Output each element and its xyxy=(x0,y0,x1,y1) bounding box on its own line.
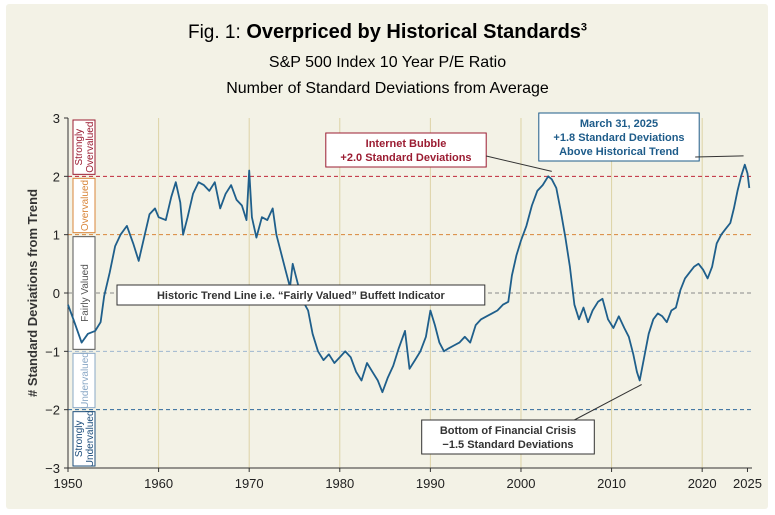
annotation-trend-line-text: Historic Trend Line i.e. “Fairly Valued”… xyxy=(157,290,446,302)
band-box-3 xyxy=(72,352,96,409)
title-text: Overpriced by Historical Standards xyxy=(246,21,581,43)
annotation-trend-line-box xyxy=(116,284,486,306)
x-tick-label: 2010 xyxy=(597,476,626,491)
annotation-march-2025-box xyxy=(538,112,700,162)
annotation-march-2025-text: +1.8 Standard Deviations xyxy=(553,132,684,144)
band-box-0 xyxy=(72,119,96,175)
band-label: StronglyUndervalued xyxy=(74,410,96,467)
title-footnote: 3 xyxy=(580,21,588,34)
y-tick-label: −1 xyxy=(45,344,60,359)
chart-subtitle-2: Number of Standard Deviations from Avera… xyxy=(226,80,549,97)
x-tick-label: 1990 xyxy=(416,476,445,491)
annotation-financial-crisis-text: Bottom of Financial Crisis xyxy=(440,425,576,437)
x-tick-label: 1980 xyxy=(325,476,354,491)
annotation-internet-bubble-box xyxy=(325,132,487,168)
x-tick-label: 1950 xyxy=(54,476,83,491)
annotation-internet-bubble-text: +2.0 Standard Deviations xyxy=(340,152,471,164)
x-tick-label: 2000 xyxy=(507,476,536,491)
annotation-internet-bubble-text: Internet Bubble xyxy=(366,138,447,150)
y-tick-label: 1 xyxy=(53,228,60,243)
band-label: Fairly Valued xyxy=(80,264,91,322)
x-tick-label: 1970 xyxy=(235,476,264,491)
band-label: Overvalued xyxy=(80,180,91,231)
y-tick-label: −2 xyxy=(45,403,60,418)
band-box-4 xyxy=(72,411,96,467)
annotation-financial-crisis-arrow xyxy=(574,384,642,421)
band-label: StronglyOvervalued xyxy=(74,122,96,173)
figure-label: Fig. 1: xyxy=(187,22,241,43)
annotation-march-2025-text: Above Historical Trend xyxy=(559,146,679,158)
y-tick-label: 3 xyxy=(53,111,60,126)
annotation-financial-crisis-box xyxy=(421,419,595,455)
x-tick-label: 2025 xyxy=(733,476,762,491)
x-tick-label: 2020 xyxy=(688,476,717,491)
band-box-2 xyxy=(72,236,96,350)
annotation-march-2025-text: March 31, 2025 xyxy=(580,118,658,130)
annotation-financial-crisis-text: −1.5 Standard Deviations xyxy=(442,439,573,451)
x-tick-label: 1960 xyxy=(144,476,173,491)
annotation-internet-bubble-arrow xyxy=(486,155,552,172)
y-tick-label: 0 xyxy=(53,286,60,301)
chart-panel xyxy=(6,4,768,509)
series-line-0 xyxy=(67,163,751,394)
chart-subtitle: S&P 500 Index 10 Year P/E Ratio xyxy=(268,54,507,71)
band-box-1 xyxy=(72,177,96,234)
y-axis-label: # Standard Deviations from Trend xyxy=(25,189,40,397)
y-tick-label: 2 xyxy=(53,169,60,184)
band-label: Undervalued xyxy=(80,352,91,409)
annotation-march-2025-arrow xyxy=(695,155,744,158)
chart-title: Fig. 1: Overpriced by Historical Standar… xyxy=(0,21,775,44)
y-tick-label: −3 xyxy=(45,461,60,476)
